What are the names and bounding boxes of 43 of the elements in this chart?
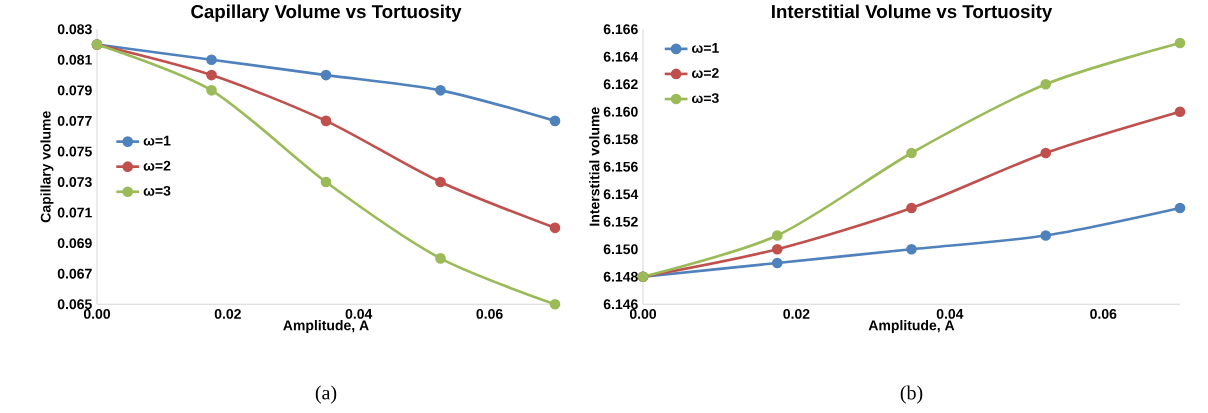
y-tick-label: 0.071 [57,207,92,218]
x-tick-label: 0.04 [936,308,964,319]
y-tick-label: 6.160 [603,106,638,117]
legend-label: ω=1 [143,135,171,146]
y-tick-label: 0.069 [57,238,92,248]
x-tick-label: 0.00 [629,308,657,319]
x-tick-label: 0.02 [214,308,241,319]
x-tick-label: 0.06 [476,308,503,319]
y-tick-label: 0.081 [57,54,92,65]
y-tick-label: 6.152 [603,216,638,227]
legend-label: ω=3 [692,93,719,103]
y-tick-label: 0.065 [57,299,92,310]
y-tick-label: 6.146 [603,299,638,310]
x-tick-label: 0.00 [83,308,111,319]
y-tick-label: 6.156 [603,161,638,172]
y-tick-label: 0.077 [57,115,92,126]
y-axis-title: Interstitial volume [589,107,600,226]
y-tick-label: 6.166 [603,24,638,35]
legend-label: ω=1 [692,42,719,53]
y-tick-label: 0.083 [57,24,92,35]
text: (a) [315,385,337,404]
legend-label: ω=2 [143,160,171,171]
text: (b) [900,385,923,404]
x-tick-label: 0.06 [1090,308,1117,319]
legend-label: ω=3 [143,185,171,196]
x-tick-label: 0.02 [783,308,810,319]
y-tick-label: 6.162 [603,79,638,90]
y-tick-label: 0.073 [57,176,92,187]
y-tick-label: 6.158 [603,134,638,145]
y-tick-label: 6.164 [603,51,639,62]
y-tick-label: 6.150 [603,244,638,255]
y-axis-title: Capillary volume [40,111,54,223]
y-tick-label: 0.079 [57,85,92,96]
x-axis-title: Amplitude, A [868,319,955,333]
y-tick-label: 0.075 [57,146,92,157]
x-axis-title: Amplitude, A [283,319,369,333]
chart-title: Capillary Volume vs Tortuosity [191,4,462,22]
legend-label: ω=2 [692,67,719,78]
y-tick-label: 0.067 [57,268,92,279]
chart-title: Interstitial Volume vs Tortuosity [772,4,1053,22]
x-tick-label: 0.04 [345,308,373,319]
y-tick-label: 6.154 [603,189,639,200]
y-tick-label: 6.148 [603,271,638,282]
